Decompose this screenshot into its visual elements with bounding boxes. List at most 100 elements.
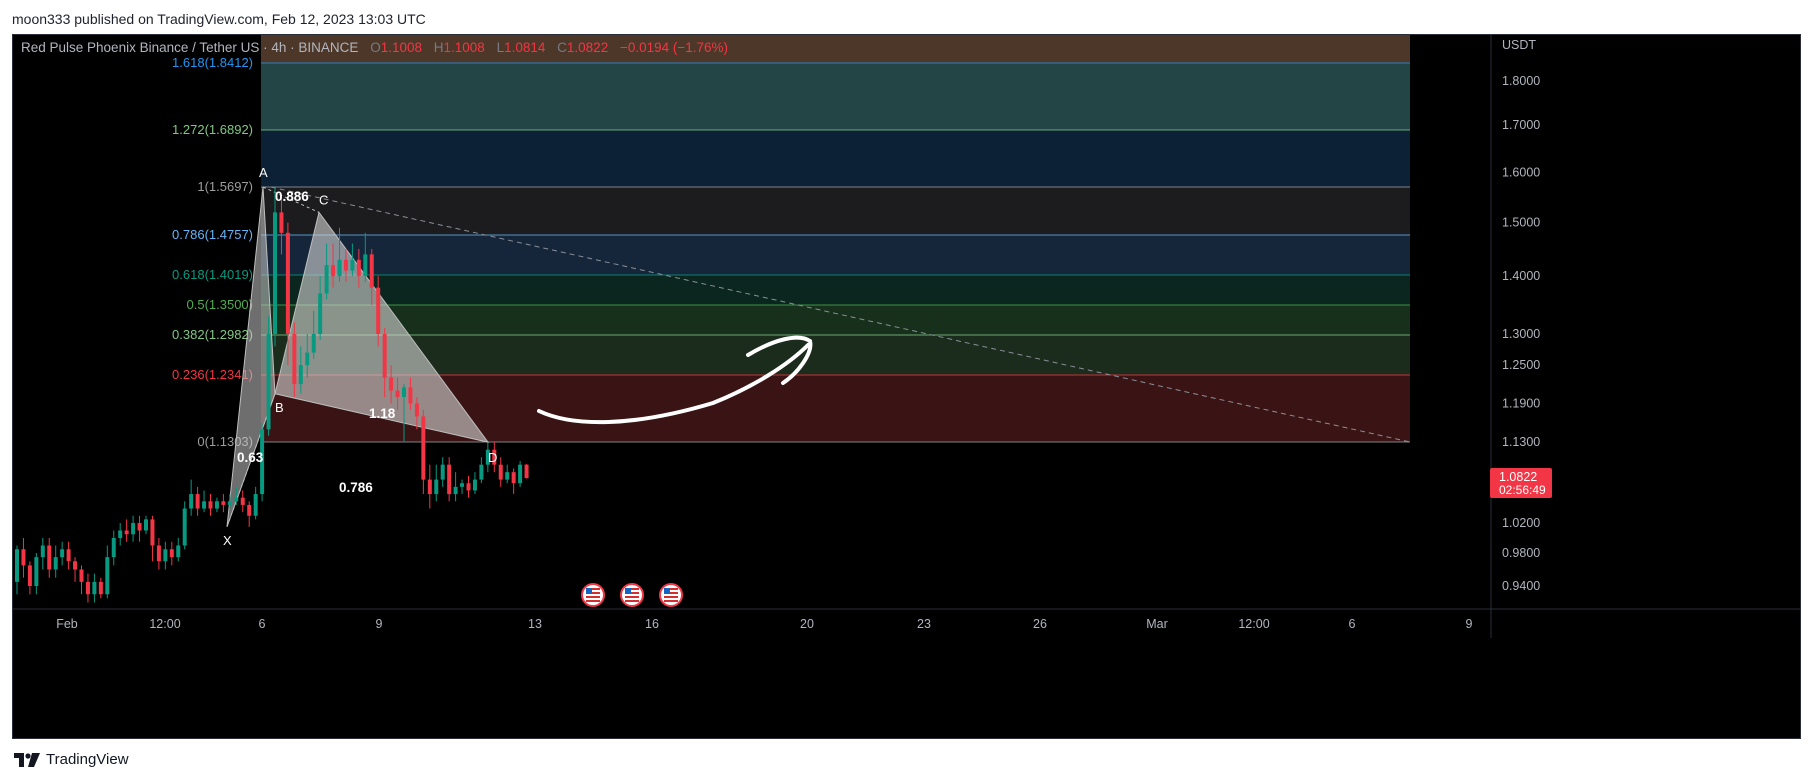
us-flag-icon[interactable]	[581, 583, 605, 607]
candle-body	[498, 464, 503, 480]
fib-band-0.382	[261, 305, 1410, 335]
candle-body	[376, 287, 381, 334]
candle-body	[227, 501, 232, 505]
us-flag-icon[interactable]	[659, 583, 683, 607]
candle-body	[163, 549, 168, 562]
candle-body	[447, 464, 452, 495]
candle-body	[466, 483, 471, 491]
price-tick-label: 1.8000	[1502, 74, 1540, 88]
candle-body	[382, 333, 387, 378]
chart-frame[interactable]: 1.618(1.8412) 1.272(1.6892) 1(1.5697) 0.786…	[12, 34, 1801, 739]
pattern-point-C: C	[319, 192, 328, 207]
candle-body	[369, 254, 374, 288]
fib-band-top	[261, 35, 1410, 63]
candle-body	[234, 497, 239, 502]
candle-body	[266, 333, 271, 430]
pattern-ratio-label: 1.18	[369, 406, 396, 421]
last-price-value: 1.0822	[1499, 470, 1537, 484]
price-tick-label: 1.1900	[1502, 396, 1540, 410]
fib-label-1.618: 1.618(1.8412)	[172, 55, 253, 70]
chart-canvas[interactable]: 1.618(1.8412) 1.272(1.6892) 1(1.5697) 0.786…	[13, 35, 1800, 738]
price-axis[interactable]: USDT 1.8000 1.7000 1.6000 1.5000 1.4000 1.300…	[1490, 35, 1540, 638]
footer-brand: TradingView	[46, 751, 129, 768]
candle-body	[337, 259, 342, 277]
candle-body	[21, 549, 26, 566]
time-axis[interactable]: Feb 12:00 6 9 13 16 20 23 26 Mar 12:00 6 9	[13, 608, 1800, 631]
time-tick-label: 12:00	[149, 617, 180, 631]
ohlc-open: 1.1008	[381, 40, 422, 55]
candle-body	[524, 464, 529, 478]
candle-body	[202, 501, 207, 509]
candle-body	[460, 483, 465, 487]
fib-band-1.272	[261, 63, 1410, 130]
candle-body	[414, 403, 419, 417]
countdown-timer: 02:56:49	[1499, 483, 1546, 497]
candle-body	[279, 212, 284, 233]
pattern-labels-layer: X A B C D 0.886 0.63 1.18 0.786	[223, 165, 497, 548]
price-tick-label: 1.0200	[1502, 516, 1540, 530]
candle-body	[195, 494, 200, 509]
candle-body	[144, 519, 148, 531]
fib-band-0.5	[261, 275, 1410, 305]
candle-body	[247, 504, 252, 516]
tradingview-logo-icon	[14, 752, 40, 767]
candle-body	[189, 494, 194, 509]
pattern-point-D: D	[488, 450, 497, 465]
candle-body	[253, 494, 258, 516]
candle-body	[60, 549, 65, 558]
pattern-point-B: B	[275, 400, 284, 415]
fib-band-0.618	[261, 235, 1410, 275]
time-tick-label: 12:00	[1238, 617, 1269, 631]
candle-body	[221, 501, 226, 505]
candle-body	[92, 581, 97, 595]
fib-label-0.382: 0.382(1.2982)	[172, 327, 253, 342]
candle-body	[105, 557, 110, 595]
candle-body	[53, 557, 58, 570]
candle-body	[298, 365, 303, 385]
time-tick-label: 13	[528, 617, 542, 631]
publish-line: moon333 published on TradingView.com, Fe…	[12, 11, 426, 27]
candle-body	[402, 387, 406, 398]
dashed-trend-line	[270, 186, 1411, 443]
drawn-arrow-head	[746, 335, 813, 385]
fib-label-0.5: 0.5(1.3500)	[187, 297, 254, 312]
candle-body	[182, 508, 187, 546]
fib-label-0.786: 0.786(1.4757)	[172, 227, 253, 242]
candle-body	[98, 581, 103, 595]
candle-body	[395, 390, 400, 398]
pattern-diag-ac	[262, 186, 320, 213]
candle-body	[85, 581, 90, 595]
us-flag-icon[interactable]	[620, 583, 644, 607]
candle-body	[137, 523, 142, 531]
time-tick-label: 23	[917, 617, 931, 631]
candle-body	[124, 530, 129, 535]
last-price-badge: 1.0822 02:56:49	[1490, 468, 1552, 498]
candle-body	[453, 486, 458, 495]
price-tick-label: 1.4000	[1502, 269, 1540, 283]
candle-body	[363, 254, 368, 277]
candle-body	[440, 464, 445, 480]
economic-events-layer	[581, 583, 683, 607]
candle-body	[27, 565, 32, 586]
time-tick-label: 9	[1466, 617, 1473, 631]
time-tick-label: 9	[376, 617, 383, 631]
pattern-point-A: A	[259, 165, 268, 180]
candle-body	[343, 259, 348, 271]
pattern-ratio-label: 0.786	[339, 480, 373, 495]
candle-body	[311, 333, 316, 353]
candle-body	[421, 416, 426, 480]
pattern-triangle-xab	[226, 186, 276, 527]
candle-body	[350, 259, 355, 271]
fib-band-1	[261, 130, 1410, 187]
candle-body	[305, 352, 310, 366]
tradingview-footer[interactable]: TradingView	[14, 751, 129, 768]
fib-label-1.272: 1.272(1.6892)	[172, 122, 253, 137]
fib-label-0.236: 0.236(1.2341)	[172, 367, 253, 382]
candle-body	[169, 549, 174, 558]
pattern-ratio-label: 0.886	[275, 189, 309, 204]
price-tick-label: 0.9400	[1502, 579, 1540, 593]
drawn-arrow-curve	[537, 343, 810, 425]
candle-body	[156, 545, 161, 562]
pattern-point-X: X	[223, 533, 232, 548]
candle-body	[389, 377, 394, 391]
